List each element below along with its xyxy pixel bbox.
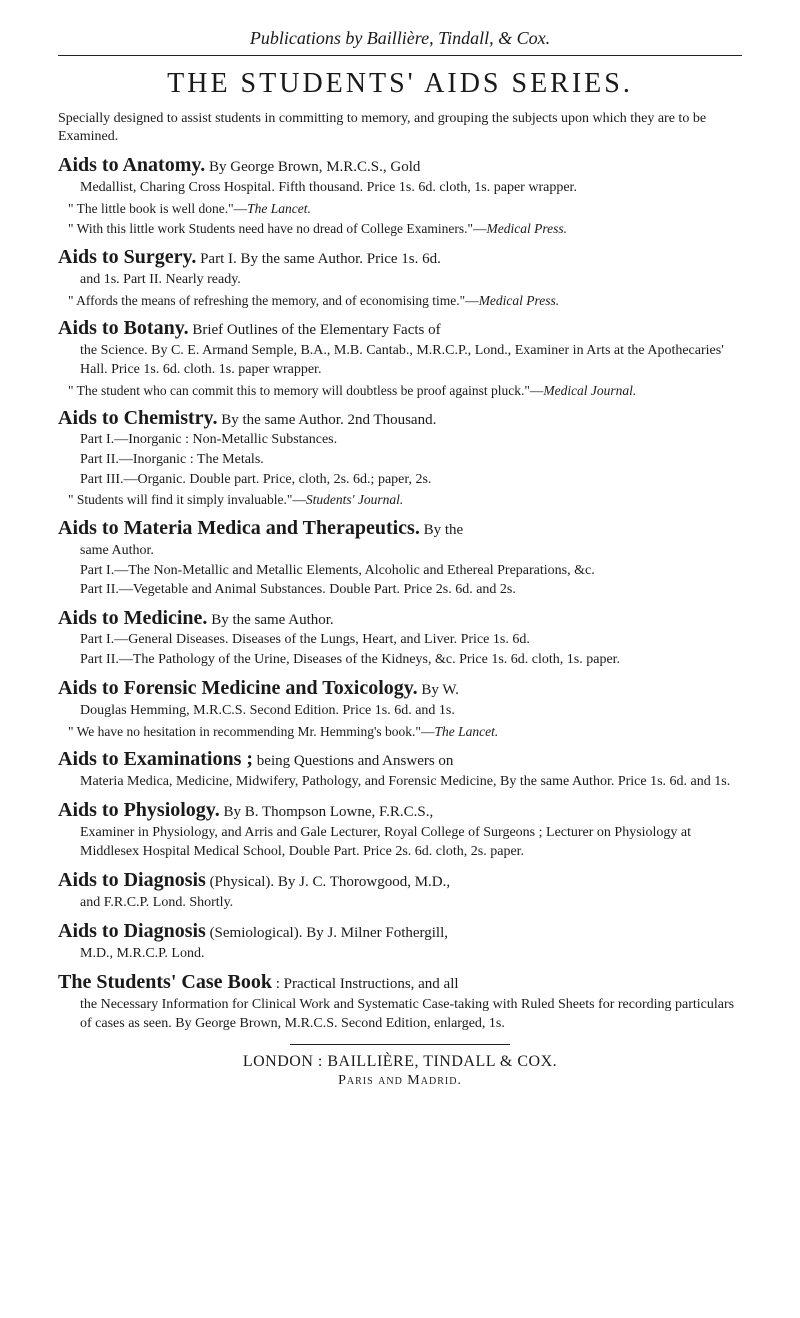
entry-rest: By the same Author. 2nd Thousand. bbox=[217, 412, 436, 428]
entry: Aids to Diagnosis (Semiological). By J. … bbox=[58, 920, 742, 964]
entry-rest: Part I. By the same Author. Price 1s. 6d… bbox=[196, 251, 441, 267]
entry: The Students' Case Book : Practical Inst… bbox=[58, 971, 742, 1034]
entry-title: The Students' Case Book bbox=[58, 971, 272, 993]
entry-part: Part III.—Organic. Double part. Price, c… bbox=[80, 471, 742, 490]
entry: Aids to Diagnosis (Physical). By J. C. T… bbox=[58, 869, 742, 913]
entry: Aids to Examinations ; being Questions a… bbox=[58, 748, 742, 792]
entry-rest: (Physical). By J. C. Thorowgood, M.D., bbox=[206, 874, 450, 890]
entry-heading: Aids to Anatomy. By George Brown, M.R.C.… bbox=[58, 154, 742, 177]
entry-body: the Necessary Information for Clinical W… bbox=[80, 996, 742, 1034]
entry: Aids to Anatomy. By George Brown, M.R.C.… bbox=[58, 154, 742, 238]
entry-title: Aids to Diagnosis bbox=[58, 869, 206, 891]
entry-body: Douglas Hemming, M.R.C.S. Second Edition… bbox=[80, 702, 742, 721]
entry-heading: The Students' Case Book : Practical Inst… bbox=[58, 971, 742, 994]
quote-source: The Lancet. bbox=[434, 724, 498, 739]
entry: Aids to Materia Medica and Therapeutics.… bbox=[58, 517, 742, 601]
entry-quote: " Students will find it simply invaluabl… bbox=[68, 491, 742, 509]
entry-quote: " With this little work Students need ha… bbox=[68, 220, 742, 238]
entry-body: the Science. By C. E. Armand Semple, B.A… bbox=[80, 342, 742, 380]
quote-source: Students' Journal. bbox=[306, 492, 403, 507]
entry-title: Aids to Examinations ; bbox=[58, 748, 253, 770]
quote-source: The Lancet. bbox=[247, 201, 311, 216]
quote-text: " The little book is well done."— bbox=[68, 201, 247, 216]
entry-body: and F.R.C.P. Lond. Shortly. bbox=[80, 894, 742, 913]
footer-line: LONDON : BAILLIÈRE, TINDALL & COX. bbox=[58, 1053, 742, 1071]
entry-title: Aids to Botany. bbox=[58, 317, 189, 339]
entry-heading: Aids to Physiology. By B. Thompson Lowne… bbox=[58, 799, 742, 822]
entry-rest: Brief Outlines of the Elementary Facts o… bbox=[189, 322, 441, 338]
entry-body: Materia Medica, Medicine, Midwifery, Pat… bbox=[80, 773, 742, 792]
entry-part: Part II.—Vegetable and Animal Substances… bbox=[80, 581, 742, 600]
entry-heading: Aids to Materia Medica and Therapeutics.… bbox=[58, 517, 742, 540]
entry: Aids to Botany. Brief Outlines of the El… bbox=[58, 317, 742, 400]
page-header: Publications by Baillière, Tindall, & Co… bbox=[58, 28, 742, 49]
entry-title: Aids to Medicine. bbox=[58, 607, 207, 629]
quote-text: " The student who can commit this to mem… bbox=[68, 383, 543, 398]
entry-title: Aids to Chemistry. bbox=[58, 407, 217, 429]
quote-text: " Affords the means of refreshing the me… bbox=[68, 293, 479, 308]
entry-heading: Aids to Chemistry. By the same Author. 2… bbox=[58, 407, 742, 430]
entry-part: Part II.—The Pathology of the Urine, Dis… bbox=[80, 651, 742, 670]
entry-heading: Aids to Medicine. By the same Author. bbox=[58, 607, 742, 630]
intro-text: Specially designed to assist students in… bbox=[58, 110, 742, 146]
entry-body: Medallist, Charing Cross Hospital. Fifth… bbox=[80, 179, 742, 198]
entry-rest: By the same Author. bbox=[207, 612, 333, 628]
entry-part: Part II.—Inorganic : The Metals. bbox=[80, 451, 742, 470]
entry-title: Aids to Diagnosis bbox=[58, 920, 206, 942]
entry-quote: " The student who can commit this to mem… bbox=[68, 382, 742, 400]
quote-source: Medical Press. bbox=[487, 221, 567, 236]
entry-title: Aids to Surgery. bbox=[58, 246, 196, 268]
entry-heading: Aids to Botany. Brief Outlines of the El… bbox=[58, 317, 742, 340]
quote-source: Medical Journal. bbox=[543, 383, 636, 398]
entry-title: Aids to Forensic Medicine and Toxicology… bbox=[58, 677, 418, 699]
entry-rest: : Practical Instructions, and all bbox=[272, 976, 459, 992]
quote-text: " We have no hesitation in recommending … bbox=[68, 724, 434, 739]
entry-quote: " Affords the means of refreshing the me… bbox=[68, 292, 742, 310]
entry: Aids to Chemistry. By the same Author. 2… bbox=[58, 407, 742, 510]
entry: Aids to Medicine. By the same Author.Par… bbox=[58, 607, 742, 670]
entry-part: Part I.—General Diseases. Diseases of th… bbox=[80, 631, 742, 650]
entry: Aids to Forensic Medicine and Toxicology… bbox=[58, 677, 742, 741]
entry-rest: By the bbox=[420, 522, 463, 538]
entry-body: Examiner in Physiology, and Arris and Ga… bbox=[80, 824, 742, 862]
entry-heading: Aids to Surgery. Part I. By the same Aut… bbox=[58, 246, 742, 269]
footer-sub: Paris and Madrid. bbox=[58, 1073, 742, 1089]
entry-body: same Author. bbox=[80, 542, 742, 561]
entry-rest: By W. bbox=[418, 682, 459, 698]
divider-top bbox=[58, 55, 742, 56]
entry-rest: (Semiological). By J. Milner Fothergill, bbox=[206, 925, 448, 941]
entry-rest: By George Brown, M.R.C.S., Gold bbox=[205, 159, 420, 175]
entry-part: Part I.—Inorganic : Non-Metallic Substan… bbox=[80, 431, 742, 450]
divider-footer bbox=[290, 1044, 510, 1045]
quote-text: " With this little work Students need ha… bbox=[68, 221, 487, 236]
entry-heading: Aids to Diagnosis (Physical). By J. C. T… bbox=[58, 869, 742, 892]
entry-part: Part I.—The Non-Metallic and Metallic El… bbox=[80, 562, 742, 581]
entry-heading: Aids to Examinations ; being Questions a… bbox=[58, 748, 742, 771]
quote-text: " Students will find it simply invaluabl… bbox=[68, 492, 306, 507]
entry-body: and 1s. Part II. Nearly ready. bbox=[80, 271, 742, 290]
entry-title: Aids to Anatomy. bbox=[58, 154, 205, 176]
entry: Aids to Physiology. By B. Thompson Lowne… bbox=[58, 799, 742, 862]
entry-body: M.D., M.R.C.P. Lond. bbox=[80, 945, 742, 964]
entry-title: Aids to Physiology. bbox=[58, 799, 220, 821]
entry-rest: being Questions and Answers on bbox=[253, 753, 453, 769]
entry-quote: " The little book is well done."—The Lan… bbox=[68, 200, 742, 218]
entry-heading: Aids to Diagnosis (Semiological). By J. … bbox=[58, 920, 742, 943]
entry: Aids to Surgery. Part I. By the same Aut… bbox=[58, 246, 742, 310]
entry-quote: " We have no hesitation in recommending … bbox=[68, 723, 742, 741]
quote-source: Medical Press. bbox=[479, 293, 559, 308]
entry-heading: Aids to Forensic Medicine and Toxicology… bbox=[58, 677, 742, 700]
entry-title: Aids to Materia Medica and Therapeutics. bbox=[58, 517, 420, 539]
series-title: THE STUDENTS' AIDS SERIES. bbox=[58, 68, 742, 100]
entries-container: Aids to Anatomy. By George Brown, M.R.C.… bbox=[58, 154, 742, 1033]
entry-rest: By B. Thompson Lowne, F.R.C.S., bbox=[220, 804, 434, 820]
